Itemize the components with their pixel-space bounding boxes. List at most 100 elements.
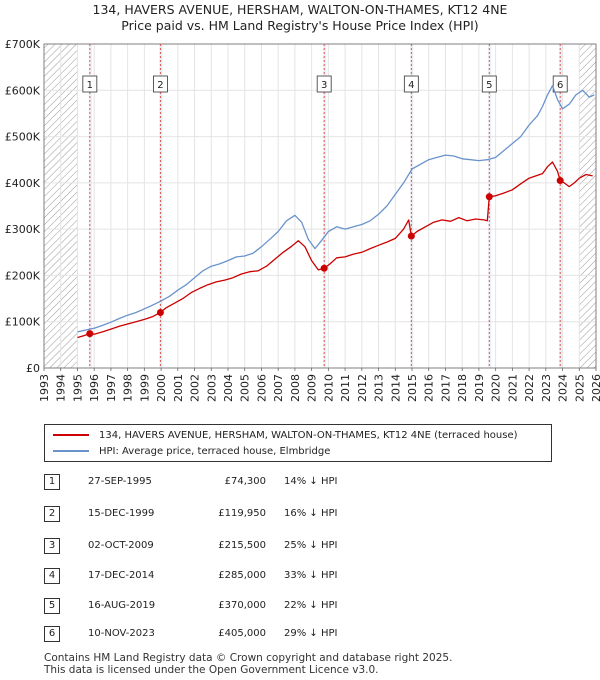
- row-hpi-diff: 16% ↓ HPI: [284, 508, 338, 519]
- sale-point: [156, 308, 164, 316]
- legend-swatch-hpi: [53, 450, 89, 452]
- x-tick-label: 2013: [373, 374, 386, 402]
- row-date: 16-AUG-2019: [88, 600, 156, 611]
- y-tick-label: £200K: [5, 269, 41, 282]
- y-tick-label: £0: [26, 362, 40, 375]
- x-tick-label: 1998: [122, 374, 135, 402]
- legend-label-price: 134, HAVERS AVENUE, HERSHAM, WALTON-ON-T…: [99, 430, 518, 441]
- x-tick-label: 2017: [439, 374, 452, 402]
- footer-line-2: This data is licensed under the Open Gov…: [44, 664, 379, 676]
- row-price: £119,950: [218, 508, 266, 519]
- hpi-line: [77, 85, 595, 333]
- x-tick-label: 2006: [255, 374, 268, 402]
- plot-area: [44, 44, 596, 368]
- x-tick-label: 2024: [557, 374, 570, 402]
- row-price: £405,000: [218, 628, 266, 639]
- x-tick-label: 2004: [222, 374, 235, 402]
- x-tick-label: 2015: [406, 374, 419, 402]
- x-tick-label: 1996: [88, 374, 101, 402]
- x-tick-label: 2008: [289, 374, 302, 402]
- row-hpi-diff: 29% ↓ HPI: [284, 628, 338, 639]
- x-tick-label: 2007: [272, 374, 285, 402]
- transaction-marker-box: [403, 75, 419, 93]
- x-tick-label: 2010: [322, 374, 335, 402]
- y-tick-label: £500K: [5, 131, 41, 144]
- x-tick-label: 2022: [523, 374, 536, 402]
- x-tick-label: 1995: [71, 374, 84, 402]
- x-tick-label: 1999: [138, 374, 151, 402]
- legend-swatch-price: [53, 434, 89, 436]
- transaction-marker-label: 6: [557, 80, 563, 91]
- chart-legend: 134, HAVERS AVENUE, HERSHAM, WALTON-ON-T…: [44, 424, 552, 462]
- transaction-marker-box: [481, 75, 497, 93]
- legend-item-hpi: HPI: Average price, terraced house, Elmb…: [53, 445, 330, 459]
- row-price: £285,000: [218, 570, 266, 581]
- row-number-badge: 4: [44, 568, 60, 584]
- price-paid-line: [77, 161, 593, 339]
- row-number-badge: 6: [44, 626, 60, 642]
- table-row: 2 15-DEC-1999 £119,950 16% ↓ HPI: [44, 504, 464, 524]
- table-row: 5 16-AUG-2019 £370,000 22% ↓ HPI: [44, 596, 464, 616]
- transaction-marker-label: 2: [157, 80, 163, 91]
- transaction-marker-box: [153, 75, 168, 93]
- no-data-hatch: [579, 44, 596, 368]
- y-tick-label: £300K: [5, 223, 41, 236]
- row-date: 15-DEC-1999: [88, 508, 155, 519]
- transaction-marker-box: [82, 75, 98, 93]
- table-row: 1 27-SEP-1995 £74,300 14% ↓ HPI: [44, 472, 464, 492]
- x-tick-label: 1993: [38, 374, 51, 402]
- sale-point: [320, 264, 328, 272]
- x-tick-label: 2012: [356, 374, 369, 402]
- footer-note: Contains HM Land Registry data © Crown c…: [44, 652, 452, 676]
- sale-point: [86, 330, 94, 338]
- footer-line-1: Contains HM Land Registry data © Crown c…: [44, 652, 453, 664]
- transaction-marker-label: 3: [321, 80, 327, 91]
- transaction-marker-box: [552, 75, 568, 93]
- table-row: 3 02-OCT-2009 £215,500 25% ↓ HPI: [44, 536, 464, 556]
- row-hpi-diff: 33% ↓ HPI: [284, 570, 338, 581]
- row-price: £74,300: [224, 476, 266, 487]
- plot-frame: [43, 43, 597, 369]
- price-chart: £0 £100K £200K £300K £400K £500K £600K £700K 199…: [5, 38, 600, 402]
- x-tick-label: 2025: [573, 374, 586, 402]
- chart-title: 134, HAVERS AVENUE, HERSHAM, WALTON-ON-T…: [0, 2, 600, 34]
- transaction-marker-label: 1: [87, 80, 93, 91]
- x-tick-label: 2011: [339, 374, 352, 402]
- x-tick-label: 2014: [389, 374, 402, 402]
- title-line-2: Price paid vs. HM Land Registry's House …: [121, 18, 479, 33]
- row-date: 27-SEP-1995: [88, 476, 152, 487]
- row-hpi-diff: 14% ↓ HPI: [284, 476, 338, 487]
- y-tick-label: £600K: [5, 84, 41, 97]
- x-tick-label: 2016: [423, 374, 436, 402]
- row-hpi-diff: 25% ↓ HPI: [284, 540, 338, 551]
- row-number-badge: 2: [44, 506, 60, 522]
- title-line-1: 134, HAVERS AVENUE, HERSHAM, WALTON-ON-T…: [92, 2, 508, 17]
- row-price: £370,000: [218, 600, 266, 611]
- transaction-marker-box: [316, 75, 332, 93]
- x-tick-label: 2026: [590, 374, 600, 402]
- y-tick-label: £400K: [5, 177, 41, 190]
- row-date: 02-OCT-2009: [88, 540, 154, 551]
- transaction-marker-label: 4: [408, 80, 414, 91]
- legend-label-hpi: HPI: Average price, terraced house, Elmb…: [99, 446, 331, 457]
- y-tick-label: £700K: [5, 38, 41, 51]
- x-tick-label: 2018: [456, 374, 469, 402]
- row-date: 10-NOV-2023: [88, 628, 155, 639]
- row-date: 17-DEC-2014: [88, 570, 155, 581]
- legend-item-price: 134, HAVERS AVENUE, HERSHAM, WALTON-ON-T…: [53, 429, 518, 443]
- row-hpi-diff: 22% ↓ HPI: [284, 600, 338, 611]
- transaction-marker-label: 5: [486, 80, 492, 91]
- x-tick-label: 2019: [473, 374, 486, 402]
- sale-point: [485, 193, 493, 201]
- table-row: 4 17-DEC-2014 £285,000 33% ↓ HPI: [44, 566, 464, 586]
- row-price: £215,500: [218, 540, 266, 551]
- row-number-badge: 1: [44, 474, 60, 490]
- x-tick-label: 1997: [105, 374, 118, 402]
- x-tick-label: 2001: [172, 374, 185, 402]
- x-tick-label: 2003: [205, 374, 218, 402]
- sale-point: [407, 232, 415, 240]
- row-number-badge: 5: [44, 598, 60, 614]
- x-tick-label: 1994: [55, 374, 68, 402]
- x-tick-label: 2009: [306, 374, 319, 402]
- x-tick-label: 2000: [155, 374, 168, 402]
